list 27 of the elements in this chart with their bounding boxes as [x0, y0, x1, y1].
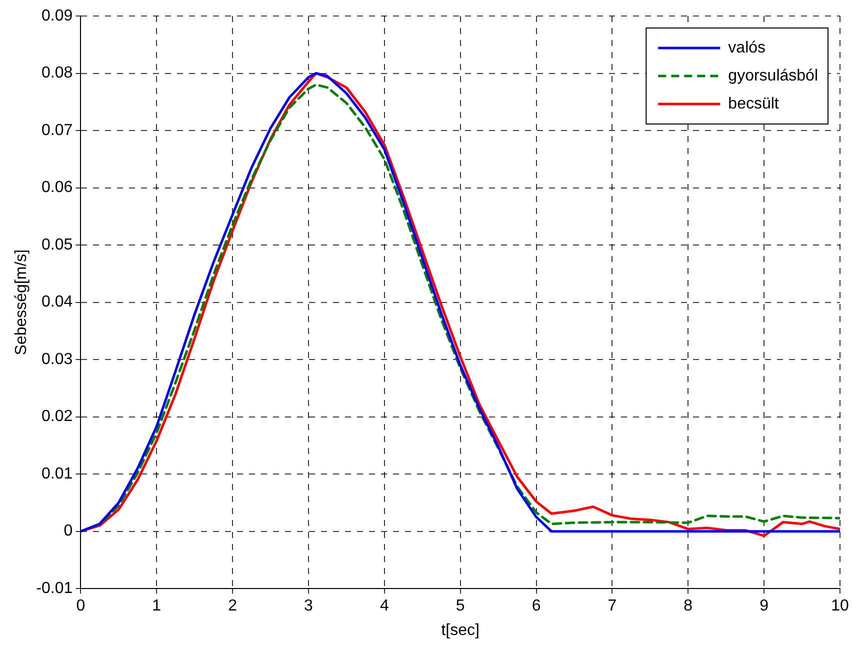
- x-tick-label: 10: [831, 598, 849, 615]
- x-tick-label: 5: [456, 598, 465, 615]
- x-tick-label: 2: [228, 598, 238, 615]
- x-tick-label: 1: [152, 598, 162, 615]
- x-tick-label: 9: [760, 598, 769, 615]
- y-tick-label: 0.08: [42, 64, 73, 82]
- y-tick-label: 0.09: [42, 7, 73, 24]
- x-tick-label: 4: [380, 598, 389, 615]
- y-tick-label: 0.06: [42, 179, 73, 196]
- x-tick-label: 8: [684, 598, 693, 615]
- legend-label: gyorsulásból: [728, 67, 818, 84]
- legend-label: valós: [728, 39, 766, 56]
- y-tick-label: 0.03: [42, 350, 73, 368]
- x-tick-label: 0: [76, 598, 86, 615]
- x-axis-title: t[sec]: [441, 622, 480, 639]
- y-tick-label: 0.04: [42, 294, 73, 311]
- x-tick-label: 6: [532, 598, 541, 615]
- y-axis-title: Sebesség[m/s]: [13, 249, 30, 356]
- y-tick-label: 0.05: [42, 236, 73, 254]
- y-tick-label: 0: [64, 522, 73, 540]
- y-tick-label: 0.07: [42, 122, 73, 139]
- y-tick-label: 0.02: [42, 408, 73, 426]
- y-tick-label: -0.01: [36, 580, 73, 598]
- legend-label: becsült: [728, 95, 780, 112]
- y-tick-label: 0.01: [42, 465, 73, 482]
- x-tick-label: 7: [608, 598, 617, 615]
- x-tick-label: 3: [304, 598, 314, 615]
